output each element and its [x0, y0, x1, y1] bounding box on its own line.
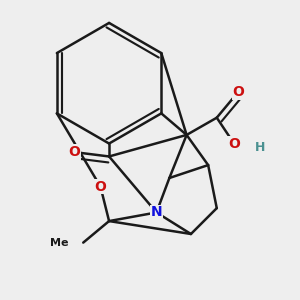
Text: O: O [232, 85, 244, 99]
Text: H: H [255, 141, 265, 154]
Text: N: N [151, 206, 162, 220]
Text: O: O [228, 136, 240, 151]
Text: O: O [94, 180, 106, 194]
Text: O: O [69, 145, 81, 159]
Text: Me: Me [50, 238, 68, 248]
